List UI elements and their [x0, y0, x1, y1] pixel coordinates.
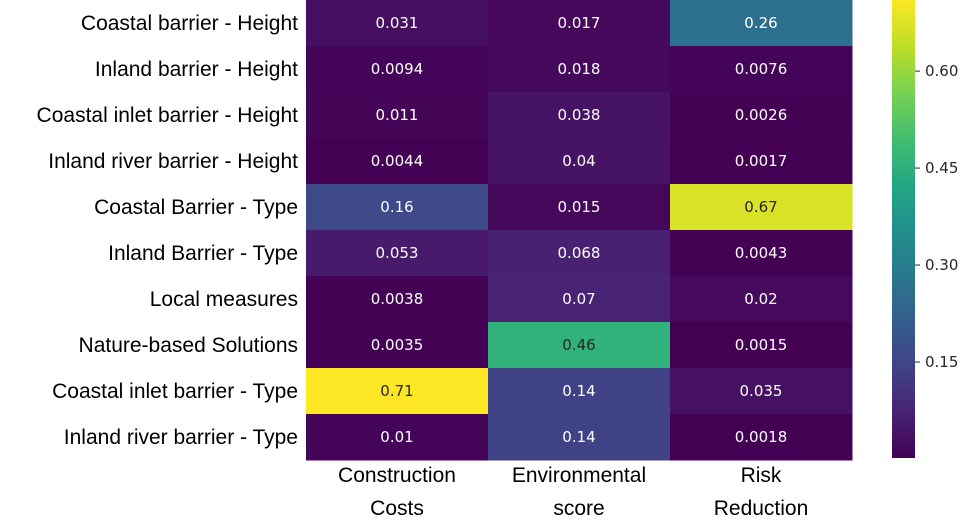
cell-value-label: 0.0044 [371, 152, 424, 170]
colorbar-tick-label: 0.45 [925, 159, 958, 177]
heatmap-cell [670, 46, 853, 93]
cell-value-label: 0.031 [376, 14, 419, 32]
cell-value-label: 0.0018 [735, 428, 788, 446]
cell-value-label: 0.0035 [371, 336, 424, 354]
row-label: Inland river barrier - Type [64, 426, 298, 449]
row-label: Local measures [150, 288, 298, 311]
cell-value-label: 0.14 [562, 428, 595, 446]
colorbar-tick-label: 0.30 [925, 256, 958, 274]
heatmap-cell [488, 230, 671, 277]
cell-value-label: 0.035 [740, 382, 783, 400]
column-label: Risk [741, 464, 782, 487]
cell-value-label: 0.02 [744, 290, 777, 308]
cell-value-label: 0.011 [376, 106, 419, 124]
heatmap-cell [488, 46, 671, 93]
heatmap-cell [670, 414, 853, 461]
row-label: Nature-based Solutions [79, 334, 298, 357]
row-label: Coastal barrier - Height [81, 12, 298, 35]
heatmap-cell [670, 322, 853, 369]
cell-value-label: 0.0015 [735, 336, 788, 354]
cell-value-label: 0.0038 [371, 290, 424, 308]
heatmap-cell [306, 138, 489, 185]
row-label: Inland Barrier - Type [108, 242, 298, 265]
colorbar: 0.15 0.30 0.45 0.60 [892, 0, 958, 458]
heatmap-cell [306, 0, 489, 47]
row-label: Coastal Barrier - Type [94, 196, 298, 219]
heatmap-cell [306, 414, 489, 461]
heatmap-cell [670, 92, 853, 139]
row-label: Coastal inlet barrier - Type [52, 380, 298, 403]
row-label: Inland barrier - Height [95, 58, 298, 81]
cell-value-label: 0.068 [558, 244, 601, 262]
heatmap-cell [670, 138, 853, 185]
colorbar-gradient [892, 0, 915, 458]
cell-value-label: 0.07 [562, 290, 595, 308]
heatmap-cell [306, 322, 489, 369]
cell-value-label: 0.0043 [735, 244, 788, 262]
cell-value-label: 0.015 [558, 198, 601, 216]
cell-value-label: 0.46 [562, 336, 595, 354]
heatmap-cell [670, 184, 853, 231]
heatmap-cell [488, 138, 671, 185]
cell-value-label: 0.018 [558, 60, 601, 78]
heatmap-cells: 0.031 0.017 0.26 0.0094 0.018 0.0076 0.011 0.03… [306, 0, 853, 461]
column-label: Reduction [714, 497, 809, 520]
cell-value-label: 0.053 [376, 244, 419, 262]
heatmap-cell [306, 92, 489, 139]
heatmap-cell [488, 184, 671, 231]
column-label: Costs [370, 497, 424, 520]
heatmap-cell [488, 276, 671, 323]
cell-value-label: 0.01 [380, 428, 413, 446]
heatmap-cell [488, 368, 671, 415]
heatmap-cell [306, 368, 489, 415]
heatmap-cell [488, 92, 671, 139]
colorbar-tick-label: 0.60 [925, 62, 958, 80]
heatmap-cell [670, 0, 853, 47]
cell-value-label: 0.017 [558, 14, 601, 32]
heatmap-cell [306, 46, 489, 93]
cell-value-label: 0.0017 [735, 152, 788, 170]
heatmap-cell [670, 368, 853, 415]
heatmap-cell [306, 184, 489, 231]
colorbar-tick-label: 0.15 [925, 353, 958, 371]
cell-value-label: 0.04 [562, 152, 595, 170]
heatmap-cell [306, 276, 489, 323]
cell-value-label: 0.26 [744, 14, 777, 32]
column-label: Construction [338, 464, 456, 487]
column-label: score [553, 497, 604, 520]
heatmap-cell [670, 230, 853, 277]
cell-value-label: 0.0094 [371, 60, 424, 78]
cell-value-label: 0.0076 [735, 60, 788, 78]
cell-value-label: 0.16 [380, 198, 413, 216]
heatmap-cell [488, 0, 671, 47]
heatmap-cell [306, 230, 489, 277]
cell-value-label: 0.14 [562, 382, 595, 400]
heatmap-cell [488, 414, 671, 461]
row-labels: Coastal barrier - Height Inland barrier -… [37, 12, 299, 449]
column-labels: Construction Costs Environmental score Risk R… [338, 464, 808, 520]
column-label: Environmental [512, 464, 646, 487]
cell-value-label: 0.67 [744, 198, 777, 216]
cell-value-label: 0.71 [380, 382, 413, 400]
heatmap-cell [670, 276, 853, 323]
cell-value-label: 0.038 [558, 106, 601, 124]
row-label: Inland river barrier - Height [48, 150, 298, 173]
heatmap-cell [488, 322, 671, 369]
row-label: Coastal inlet barrier - Height [37, 104, 299, 127]
cell-value-label: 0.0026 [735, 106, 788, 124]
